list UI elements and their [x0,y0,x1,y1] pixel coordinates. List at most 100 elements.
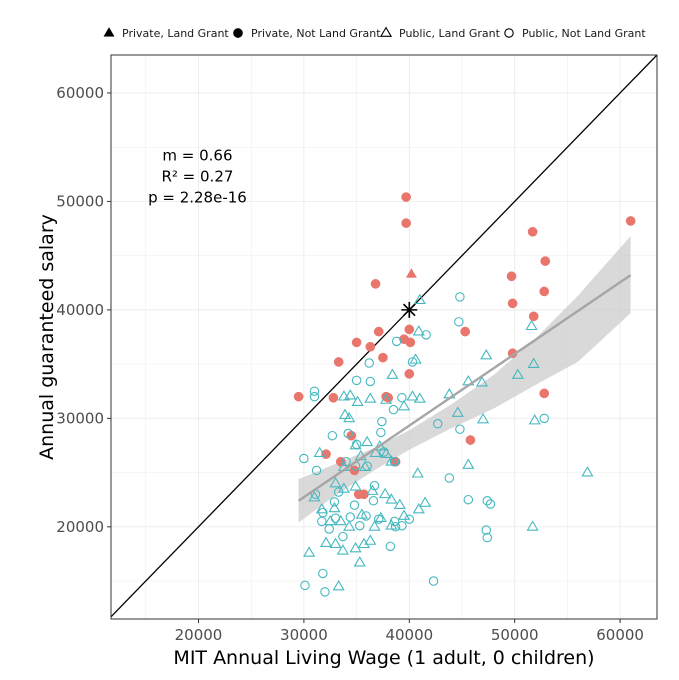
data-point [329,476,342,488]
data-point [385,493,398,504]
data-point [355,520,365,531]
fit-line-layer [297,274,632,502]
data-point [455,424,465,434]
data-point [349,500,360,510]
series-public-land-grant [303,293,594,591]
data-point [365,341,376,352]
y-tick-label: 20000 [56,518,104,536]
data-point [309,391,320,402]
x-tick-label: 50000 [491,626,539,644]
data-point [480,348,493,360]
legend-label: Public, Land Grant [399,27,501,40]
data-point [527,357,540,369]
y-axis-title: Annual guaranteed salary [36,214,58,460]
data-point [357,537,371,549]
data-point [411,467,424,478]
data-point [353,556,366,567]
data-point [311,465,322,476]
data-point [390,522,401,532]
legend-item: Public, Not Land Grant [504,27,646,40]
annotation-line: m = 0.66 [162,147,232,165]
data-point [406,390,419,401]
data-point [324,524,334,534]
data-point [405,337,416,348]
legend-item: Private, Not Land Grant [233,27,381,40]
data-point [364,392,377,403]
data-point [300,580,310,591]
data-point [336,544,349,555]
data-point [351,395,364,406]
asterisk-stroke [402,303,416,317]
legend-label: Private, Not Land Grant [251,27,381,40]
data-point [413,392,426,403]
data-point [349,480,362,491]
series-private-not-land-grant [293,192,636,500]
data-point [341,456,351,467]
data-point [462,458,475,469]
data-point [319,536,333,547]
data-point [330,513,341,523]
data-point [476,412,490,424]
data-point [412,502,425,514]
data-point [444,473,455,483]
data-point [378,487,392,499]
points-layer [293,192,636,597]
confidence-band [298,236,631,523]
data-point [299,453,309,464]
data-point [507,298,518,309]
data-point [506,271,517,282]
y-tick-label: 30000 [56,409,104,427]
data-point [351,439,362,450]
data-point [351,375,362,386]
x-tick-label: 30000 [280,626,328,644]
data-point [407,357,418,367]
data-point [369,480,380,491]
data-point [303,546,316,557]
data-point [328,501,341,513]
data-point [329,497,340,507]
data-point [376,427,386,438]
highlight-layer [401,301,418,318]
legend-key-icon [103,27,115,37]
data-point [333,487,344,497]
data-point [343,520,356,531]
data-point [409,353,422,364]
data-point [528,414,541,425]
data-point [369,446,382,457]
data-point [373,326,384,337]
legend-key-icon [504,28,514,38]
x-axis-ticks: 20000 30000 40000 50000 60000 [175,619,644,644]
data-point [349,542,362,553]
data-point [528,311,539,322]
data-point [397,509,411,520]
data-point [338,408,352,419]
x-tick-label: 20000 [175,626,223,644]
data-point [419,496,432,507]
data-point [361,511,371,521]
legend-label: Public, Not Land Grant [522,27,646,40]
highlight-asterisk-marker [401,301,418,318]
data-point [365,376,376,387]
data-point [374,511,387,523]
data-point [391,336,402,347]
data-point [379,447,389,457]
data-point [405,268,417,278]
series-public-not-land-grant [299,292,549,597]
data-point [361,435,374,447]
data-point [373,514,384,524]
data-point [380,393,393,404]
data-point [368,496,379,506]
data-point [344,389,357,400]
data-point [337,482,351,493]
y-tick-label: 50000 [56,192,104,210]
data-point [404,369,415,379]
data-point [332,579,345,591]
x-tick-label: 60000 [596,626,644,644]
data-point [485,499,496,509]
data-point [412,325,425,336]
data-point [481,525,491,535]
annotation-line: p = 2.28e-16 [148,189,247,207]
data-point [321,449,331,459]
data-point [364,534,377,545]
